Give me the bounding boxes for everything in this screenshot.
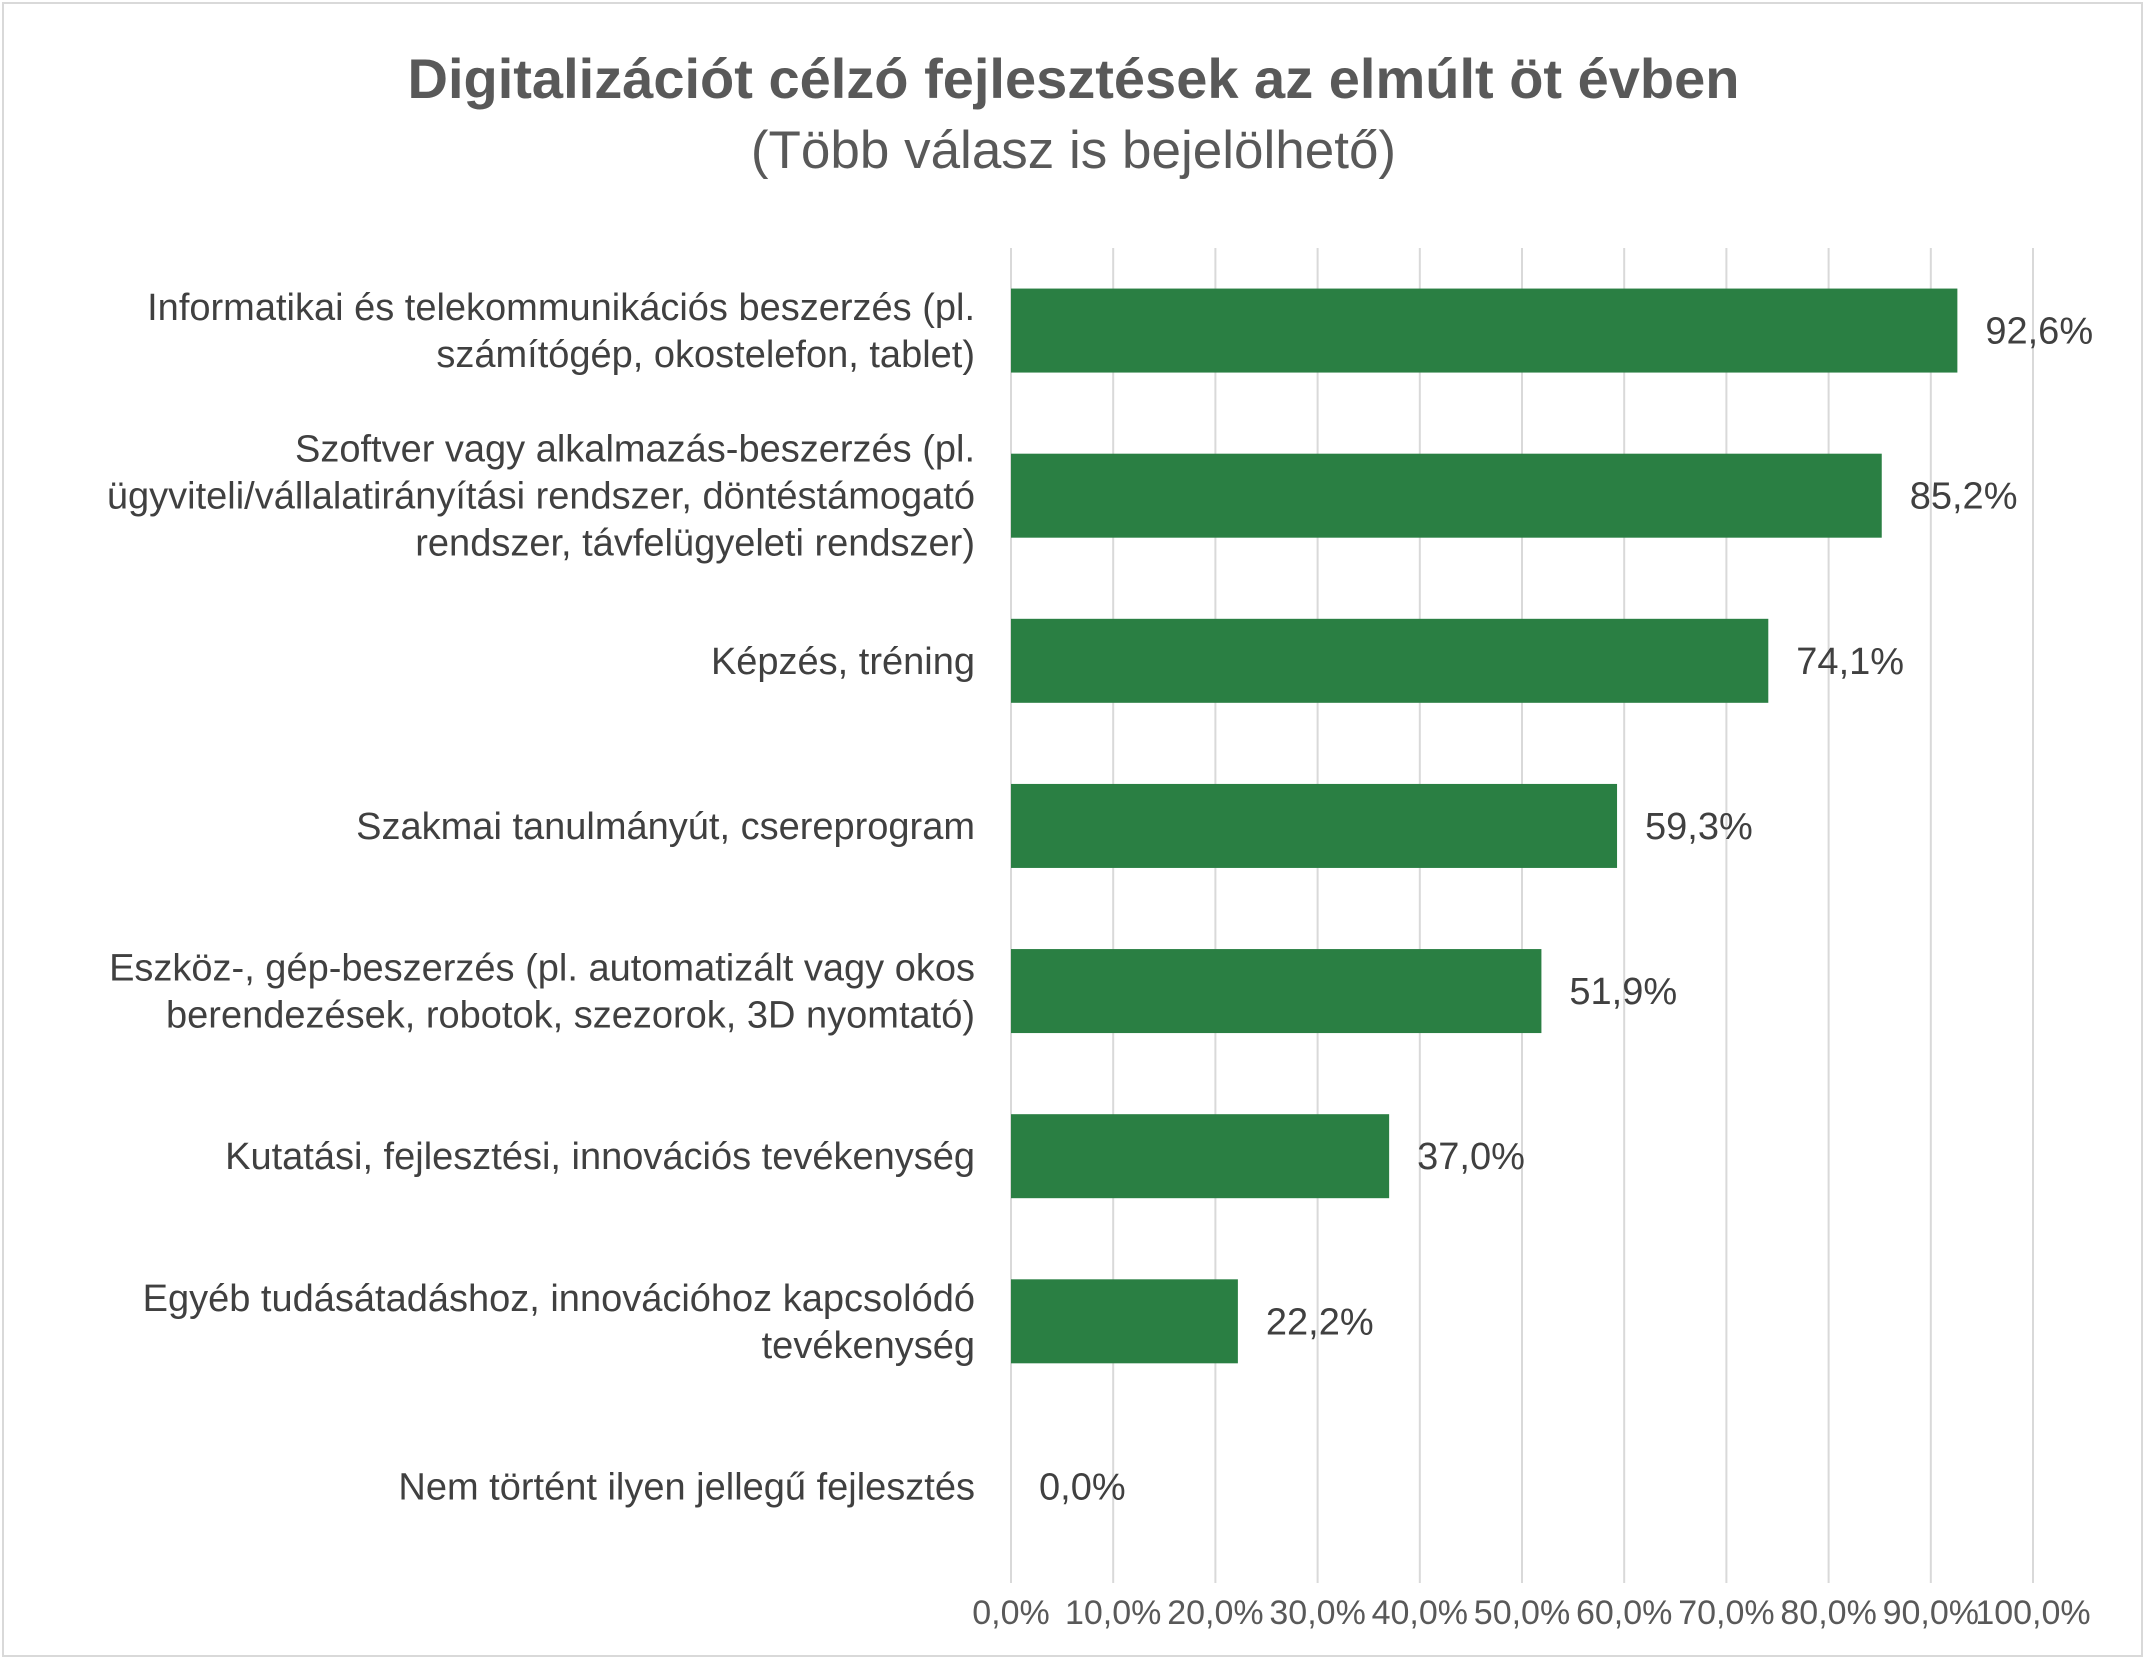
x-tick-label: 10,0% [1065,1594,1161,1632]
value-labels: 92,6% 85,2% 74,1% 59,3% 51,9% 37,0% 22,2% 0,0% [1039,311,2093,1509]
category-label: Egyéb tudásátadáshoz, innovációhoz kapcs… [143,1278,975,1320]
bar [1011,288,1958,373]
category-label: Szakmai tanulmányút, csereprogram [356,806,975,848]
data-label: 92,6% [1985,311,2093,353]
bar [1011,1114,1390,1199]
data-label: 0,0% [1039,1466,1126,1508]
gridlines [1010,248,2034,1583]
category-label: ügyviteli/vállalatirányítási rendszer, d… [107,476,975,518]
data-label: 37,0% [1417,1136,1525,1178]
x-tick-label: 70,0% [1678,1594,1774,1632]
x-tick-label: 60,0% [1576,1594,1672,1632]
bar [1011,618,1769,703]
category-label: tevékenység [762,1325,975,1367]
category-labels: Informatikai és telekommunikációs beszer… [107,287,975,1508]
category-label: Kutatási, fejlesztési, innovációs tevéke… [225,1136,975,1178]
chart-subtitle: (Több válasz is bejelölhető) [750,121,1397,180]
data-label: 59,3% [1645,806,1753,848]
category-label: Nem történt ilyen jellegű fejlesztés [398,1466,975,1508]
category-label: Informatikai és telekommunikációs beszer… [147,287,975,329]
x-tick-label: 40,0% [1372,1594,1468,1632]
bar [1011,453,1882,538]
chart-title: Digitalizációt célzó fejlesztések az elm… [407,47,1740,110]
category-label: Képzés, tréning [711,641,975,683]
data-label: 51,9% [1569,971,1677,1013]
category-label: Szoftver vagy alkalmazás-beszerzés (pl. [295,429,975,471]
x-tick-labels: 0,0% 10,0% 20,0% 30,0% 40,0% 50,0% 60,0% 70,0% 8… [972,1594,2090,1632]
x-tick-label: 100,0% [1975,1594,2090,1632]
bar [1011,1279,1238,1364]
x-tick-label: 30,0% [1269,1594,1365,1632]
category-label: számítógép, okostelefon, tablet) [436,334,975,376]
data-label: 85,2% [1910,476,2018,518]
x-tick-label: 80,0% [1780,1594,1876,1632]
x-tick-label: 90,0% [1883,1594,1979,1632]
category-label: rendszer, távfelügyeleti rendszer) [415,523,975,565]
x-tick-label: 50,0% [1474,1594,1570,1632]
bars [1011,288,1958,1364]
data-label: 22,2% [1266,1301,1374,1343]
x-tick-label: 0,0% [972,1594,1050,1632]
data-label: 74,1% [1796,641,1904,683]
bar [1011,949,1542,1034]
category-label: berendezések, robotok, szezorok, 3D nyom… [166,995,975,1037]
category-label: Eszköz-, gép-beszerzés (pl. automatizált… [109,948,975,990]
bar [1011,783,1618,868]
x-tick-label: 20,0% [1167,1594,1263,1632]
